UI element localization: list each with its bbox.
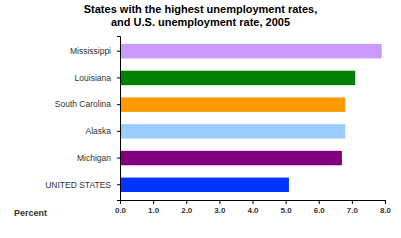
- y-tick: UNITED STATES: [45, 179, 120, 189]
- y-tick: Michigan: [77, 153, 120, 163]
- x-tick-mark: [219, 200, 220, 204]
- bar: [120, 71, 355, 85]
- x-axis-line: [121, 201, 386, 205]
- x-tick-mark: [385, 200, 386, 204]
- title: States with the highest unemployment rat…: [84, 3, 318, 28]
- x-tick-label: 5.0: [281, 206, 293, 215]
- bar: [120, 124, 345, 138]
- y-tick-label: Louisiana: [75, 73, 112, 83]
- x-tick-label: 1.0: [148, 206, 160, 215]
- x-tick-label: 4.0: [247, 206, 259, 215]
- bar: [120, 44, 382, 58]
- x-tick: 2.0: [181, 200, 193, 215]
- y-tick-mark: [117, 158, 120, 159]
- x-tick-label: 2.0: [181, 206, 193, 215]
- y-tick: Louisiana: [75, 73, 120, 83]
- y-tick: Alaska: [85, 126, 120, 136]
- x-tick-label: 3.0: [214, 206, 226, 215]
- plot: 0.0 1.0 2.0 3.0 4.0 5.0 6.0 7.0 8.0 Mississippi Lo…: [45, 37, 391, 215]
- x-tick: 3.0: [214, 200, 226, 215]
- x-tick-mark: [286, 200, 287, 204]
- x-tick: 6.0: [314, 200, 326, 215]
- x-tick: 1.0: [148, 200, 160, 215]
- x-tick-mark: [319, 200, 320, 204]
- x-axis: 0.0 1.0 2.0 3.0 4.0 5.0 6.0 7.0 8.0: [115, 200, 392, 215]
- x-tick-label: 6.0: [314, 206, 326, 215]
- x-tick-label: 7.0: [347, 206, 359, 215]
- x-tick: 4.0: [247, 200, 259, 215]
- y-tick-label: Alaska: [85, 126, 111, 136]
- y-tick-mark: [117, 77, 120, 78]
- y-axis: Mississippi Louisiana South Carolina Alaska…: [45, 37, 120, 201]
- y-tick-label: South Carolina: [55, 99, 112, 109]
- y-tick: Mississippi: [70, 46, 120, 56]
- x-tick: 7.0: [347, 200, 359, 215]
- x-axis-title: Percent: [14, 208, 47, 218]
- bars: [120, 44, 382, 192]
- bar: [120, 151, 342, 165]
- x-tick-mark: [253, 200, 254, 204]
- bar: [120, 178, 289, 192]
- y-tick-label: Michigan: [77, 153, 111, 163]
- y-axis-line: [117, 37, 121, 201]
- y-tick-mark: [117, 104, 120, 105]
- y-tick: South Carolina: [55, 99, 120, 109]
- y-tick-mark: [117, 131, 120, 132]
- x-tick-label: 8.0: [380, 206, 392, 215]
- x-tick: 8.0: [380, 200, 392, 215]
- y-tick-label: UNITED STATES: [45, 179, 111, 189]
- chart: States with the highest unemployment rat…: [0, 0, 401, 238]
- x-tick: 0.0: [115, 200, 127, 215]
- x-tick-mark: [352, 200, 353, 204]
- y-tick-mark: [117, 184, 120, 185]
- x-tick-label: 0.0: [115, 206, 127, 215]
- y-tick-label: Mississippi: [70, 46, 111, 56]
- x-tick-mark: [153, 200, 154, 204]
- x-tick-mark: [186, 200, 187, 204]
- x-tick: 5.0: [281, 200, 293, 215]
- bar: [120, 97, 345, 111]
- y-tick-mark: [117, 51, 120, 52]
